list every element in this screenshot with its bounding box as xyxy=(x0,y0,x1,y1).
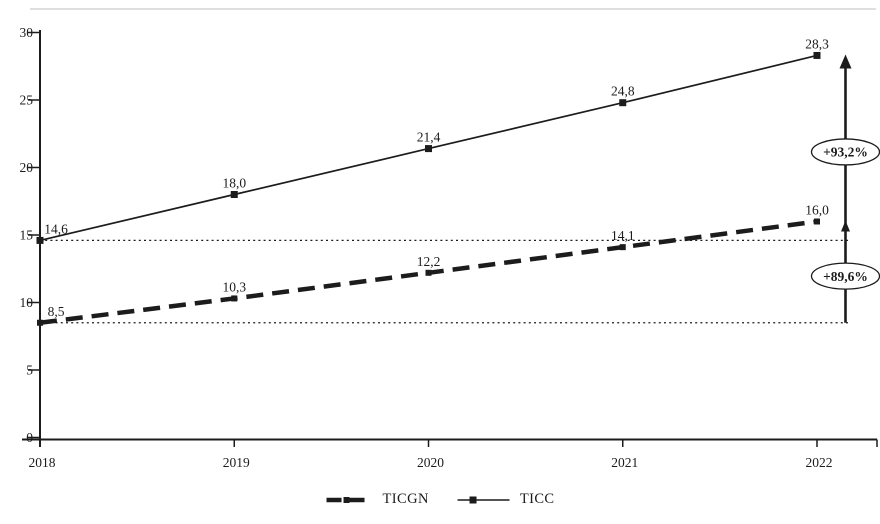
data-point-marker-ticgn xyxy=(231,295,238,302)
annotation-label: +93,2% xyxy=(823,145,868,160)
data-point-label: 24,8 xyxy=(611,84,635,99)
x-axis-label: 2018 xyxy=(29,455,56,470)
data-point-marker-ticgn xyxy=(619,244,626,251)
x-axis-label: 2022 xyxy=(806,455,833,470)
y-axis-tick-label: 10 xyxy=(20,295,34,310)
data-point-marker-ticgn xyxy=(814,218,820,225)
y-axis-tick-label: 20 xyxy=(20,160,34,175)
data-point-marker-ticc xyxy=(230,191,238,198)
legend-label-ticgn: TICGN xyxy=(382,491,429,507)
data-point-label: 14,1 xyxy=(611,228,635,243)
legend: TICGN TICC xyxy=(326,491,555,508)
data-point-label: 10,3 xyxy=(222,279,246,294)
data-point-marker-ticc xyxy=(813,51,821,59)
x-axis-label: 2020 xyxy=(417,455,444,470)
x-axis-label: 2021 xyxy=(611,455,638,470)
data-point-label: 12,2 xyxy=(417,254,441,269)
legend-item-ticc: TICC xyxy=(457,491,555,508)
growth-arrow-head-icon xyxy=(841,220,850,232)
ticc-solid-line-sample-icon xyxy=(457,496,510,503)
y-axis-tick-label: 15 xyxy=(20,228,34,243)
data-point-label: 21,4 xyxy=(417,130,441,145)
legend-label-ticc: TICC xyxy=(519,491,555,507)
growth-arrow-head-icon xyxy=(839,54,852,69)
legend-item-ticgn: TICGN xyxy=(326,491,429,508)
data-point-label: 28,3 xyxy=(805,36,829,51)
data-point-marker-ticc xyxy=(36,236,44,244)
data-point-label: 14,6 xyxy=(44,221,68,236)
data-point-label: 16,0 xyxy=(805,203,829,218)
y-axis-tick-label: 30 xyxy=(20,25,34,40)
y-axis-tick-label: 5 xyxy=(26,363,33,378)
annotation-label: +89,6% xyxy=(823,269,868,284)
y-axis-tick-label: 25 xyxy=(20,93,34,108)
data-point-label: 18,0 xyxy=(222,176,246,191)
data-point-marker-ticc xyxy=(425,145,432,153)
data-point-marker-ticc xyxy=(619,99,627,107)
y-axis-tick-label: 0 xyxy=(26,430,33,445)
data-point-marker-ticgn xyxy=(425,269,432,276)
ticgn-dashed-line-sample-icon xyxy=(326,496,373,503)
data-point-label: 8,5 xyxy=(48,304,65,319)
data-point-marker-ticgn xyxy=(37,319,43,326)
x-axis-label: 2019 xyxy=(223,455,250,470)
